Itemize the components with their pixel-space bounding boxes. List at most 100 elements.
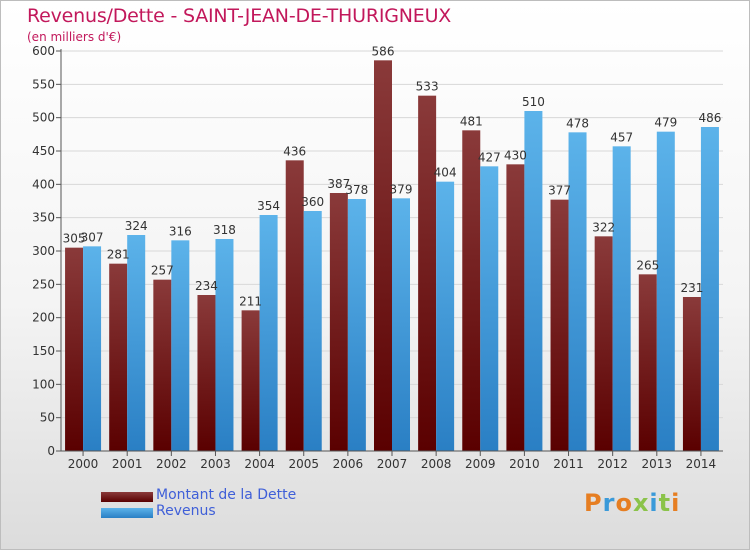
bar-dette [241, 310, 260, 451]
bars [65, 60, 719, 452]
value-label: 257 [151, 264, 174, 278]
legend-swatch-dette [101, 492, 153, 502]
value-label: 387 [327, 177, 350, 191]
value-label: 318 [213, 223, 236, 237]
bar-revenus [700, 127, 719, 451]
value-label: 427 [478, 150, 501, 164]
y-axis-ticks: 0 50 100 150 200 250 300 350 400 450 500 550 600 [32, 44, 61, 458]
bar-revenus [568, 132, 587, 452]
y-tick-label: 500 [32, 111, 55, 125]
bar-dette [638, 274, 657, 451]
value-label: 307 [81, 230, 104, 244]
y-tick-label: 450 [32, 144, 55, 158]
value-label: 231 [680, 281, 703, 295]
value-label: 377 [548, 184, 571, 198]
x-tick-label: 2009 [465, 457, 496, 471]
x-tick-label: 2008 [421, 457, 452, 471]
y-tick-label: 600 [32, 44, 55, 58]
bar-revenus [347, 199, 366, 451]
value-label: 234 [195, 279, 218, 293]
value-label: 265 [636, 258, 659, 272]
value-label: 322 [592, 220, 615, 234]
x-tick-label: 2014 [686, 457, 717, 471]
bar-revenus [127, 235, 146, 451]
value-label: 305 [63, 232, 86, 246]
legend-swatch-revenus [101, 508, 153, 518]
y-tick-label: 300 [32, 244, 55, 258]
value-label: 533 [416, 80, 439, 94]
value-label: 379 [390, 182, 413, 196]
value-label: 481 [460, 114, 483, 128]
y-tick-label: 150 [32, 344, 55, 358]
bar-revenus [215, 239, 234, 451]
bar-dette [418, 95, 437, 452]
value-label: 430 [504, 148, 527, 162]
value-label: 479 [654, 116, 677, 130]
bar-dette [197, 295, 216, 451]
legend-label-revenus: Revenus [156, 503, 216, 519]
value-label: 478 [566, 116, 589, 130]
value-label: 436 [283, 144, 306, 158]
x-tick-label: 2013 [642, 457, 673, 471]
y-tick-label: 250 [32, 277, 55, 291]
x-tick-label: 2007 [377, 457, 408, 471]
value-label: 378 [345, 183, 368, 197]
bar-dette [506, 164, 525, 452]
bar-dette [594, 236, 613, 451]
y-tick-label: 0 [47, 444, 55, 458]
value-label: 211 [239, 294, 262, 308]
value-label: 324 [125, 219, 148, 233]
bar-revenus [656, 131, 675, 451]
value-label: 281 [107, 248, 130, 262]
x-tick-label: 2002 [156, 457, 187, 471]
bar-revenus [436, 181, 455, 451]
bar-revenus [392, 198, 410, 451]
y-tick-label: 200 [32, 311, 55, 325]
y-tick-label: 350 [32, 211, 55, 225]
y-tick-label: 100 [32, 377, 55, 391]
x-tick-label: 2010 [509, 457, 540, 471]
value-label: 354 [257, 199, 280, 213]
bar-dette [285, 160, 304, 452]
chart-title: Revenus/Dette - SAINT-JEAN-DE-THURIGNEUX [27, 5, 452, 27]
bar-dette [682, 297, 701, 451]
value-label: 360 [301, 195, 324, 209]
bar-revenus [524, 111, 543, 451]
x-tick-label: 2003 [200, 457, 231, 471]
x-axis-ticks: 2000 2001 2002 2003 2004 2005 2006 2007 2008 2009… [68, 451, 716, 471]
bar-dette [374, 60, 392, 451]
value-label: 404 [434, 166, 457, 180]
bar-revenus [480, 166, 499, 452]
bar-dette [65, 247, 84, 451]
bar-revenus [612, 146, 631, 452]
value-label: 586 [372, 44, 395, 58]
bar-dette [550, 199, 569, 451]
value-label: 510 [522, 95, 545, 109]
bar-revenus [259, 215, 278, 451]
x-tick-label: 2011 [553, 457, 584, 471]
value-labels: 3053072813242573162343182113544363603873… [63, 44, 722, 308]
chart-subtitle: (en milliers d'€) [27, 30, 122, 44]
value-label: 486 [698, 111, 721, 125]
x-tick-label: 2004 [244, 457, 275, 471]
x-tick-label: 2012 [597, 457, 628, 471]
bar-dette [153, 279, 172, 451]
bar-dette [329, 193, 348, 451]
bar-revenus [83, 246, 102, 451]
x-tick-label: 2006 [333, 457, 364, 471]
x-tick-label: 2001 [112, 457, 143, 471]
bar-revenus [171, 240, 190, 451]
bar-dette [462, 130, 481, 452]
proxiti-logo: Proxiti [584, 489, 681, 517]
value-label: 457 [610, 130, 633, 144]
y-tick-label: 50 [40, 411, 55, 425]
y-tick-label: 400 [32, 177, 55, 191]
legend-label-dette: Montant de la Dette [156, 487, 297, 503]
value-label: 316 [169, 224, 192, 238]
x-tick-label: 2000 [68, 457, 99, 471]
bar-dette [109, 263, 128, 451]
bar-revenus [303, 211, 322, 451]
y-tick-label: 550 [32, 77, 55, 91]
